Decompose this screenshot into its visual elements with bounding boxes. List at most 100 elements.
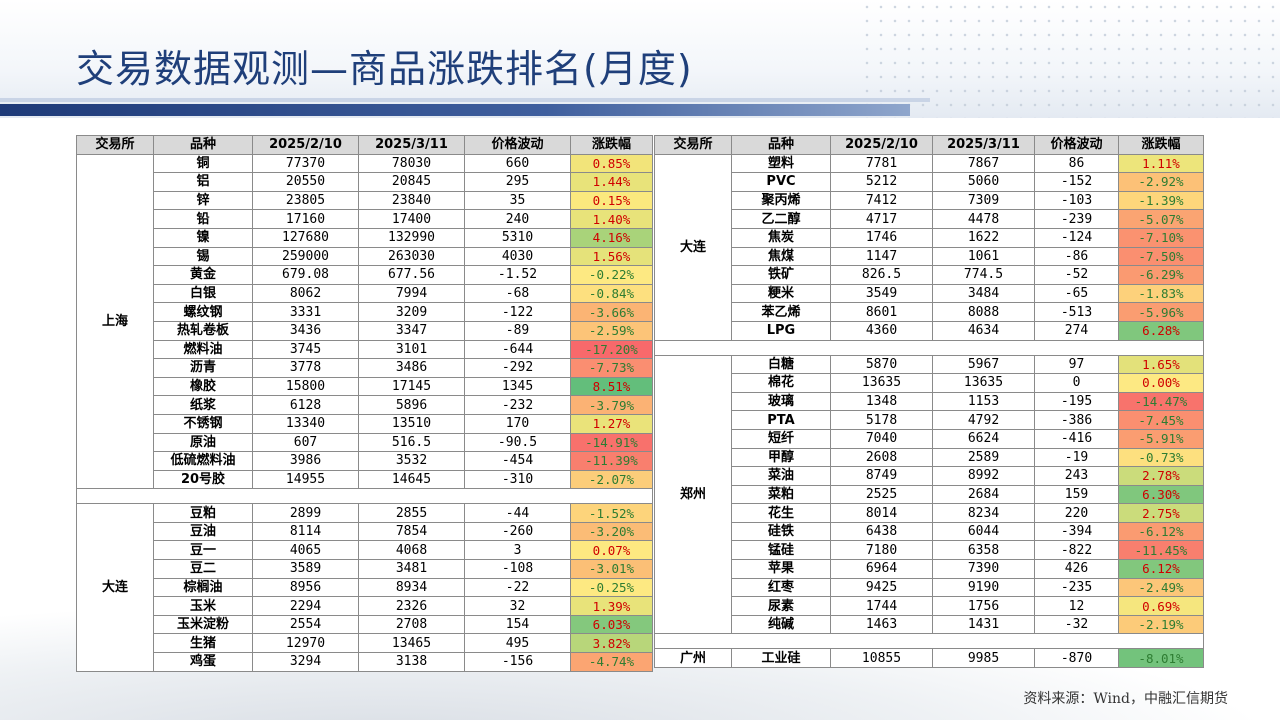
pct-change-cell: 4.16% <box>570 227 653 248</box>
table-row: 纯碱 1463 1431 -32 -2.19% <box>655 614 1204 635</box>
price-date2-cell: 1153 <box>932 391 1035 412</box>
price-date1-cell: 23805 <box>252 190 359 211</box>
exchange-cell: 上海 <box>76 153 154 490</box>
table-row: 上海铜 77370 78030 660 0.85% <box>76 153 653 490</box>
price-change-cell: -124 <box>1034 227 1119 248</box>
pct-change-cell: -6.29% <box>1118 265 1204 285</box>
pct-change-cell: 2.75% <box>1118 503 1204 523</box>
pct-change-cell: -7.10% <box>1118 227 1204 248</box>
variety-cell: 红枣 <box>731 577 831 598</box>
header-exchange: 交易所 <box>76 135 154 155</box>
price-change-cell: -235 <box>1034 577 1119 598</box>
price-date1-cell: 13340 <box>252 413 359 434</box>
price-change-cell: 170 <box>464 413 571 434</box>
price-change-cell: -260 <box>464 521 571 542</box>
price-date2-cell: 13465 <box>358 633 465 654</box>
table-row: PVC 5212 5060 -152 -2.92% <box>655 172 1204 192</box>
price-date2-cell: 1756 <box>932 596 1035 616</box>
table-row: 郑州 白糖 5870 5967 97 1.65% <box>654 354 1204 635</box>
header-pct-change: 涨跌幅 <box>1118 135 1204 155</box>
price-date2-cell: 3486 <box>358 358 465 378</box>
price-date2-cell: 774.5 <box>932 265 1035 285</box>
price-change-cell: 426 <box>1034 559 1119 579</box>
price-date2-cell: 516.5 <box>358 432 465 453</box>
price-date2-cell: 5060 <box>932 172 1035 192</box>
price-date2-cell: 8088 <box>932 302 1035 322</box>
price-date2-cell: 4068 <box>358 540 465 561</box>
pct-change-cell: -5.96% <box>1118 302 1204 322</box>
table-row: 苯乙烯 8601 8088 -513 -5.96% <box>655 302 1204 322</box>
variety-cell: 乙二醇 <box>731 209 831 229</box>
variety-cell: 焦煤 <box>731 246 831 267</box>
table-row: 生猪 12970 13465 495 3.82% <box>77 633 653 654</box>
price-date1-cell: 2608 <box>830 447 933 468</box>
variety-cell: PVC <box>731 172 831 192</box>
price-change-cell: -103 <box>1034 190 1119 211</box>
price-date2-cell: 6044 <box>932 521 1035 542</box>
price-date1-cell: 607 <box>252 432 359 453</box>
table-row: 玻璃 1348 1153 -195 -14.47% <box>655 391 1204 412</box>
pct-change-cell: 3.82% <box>570 633 653 654</box>
header-date-1: 2025/2/10 <box>830 135 933 155</box>
price-change-cell: -44 <box>464 503 571 523</box>
price-date2-cell: 7390 <box>932 559 1035 579</box>
pct-change-cell: -5.91% <box>1118 428 1204 449</box>
variety-cell: 聚丙烯 <box>731 190 831 211</box>
price-change-cell: -89 <box>464 320 571 341</box>
price-date1-cell: 2554 <box>252 614 359 635</box>
price-date1-cell: 1744 <box>830 596 933 616</box>
table-row: 锡 259000 263030 4030 1.56% <box>77 246 653 267</box>
pct-change-cell: 0.69% <box>1118 596 1204 616</box>
price-date2-cell: 8992 <box>932 466 1035 486</box>
variety-cell: 玉米淀粉 <box>153 614 253 635</box>
price-change-cell: -310 <box>464 469 571 490</box>
price-date1-cell: 127680 <box>252 227 359 248</box>
table-row: 焦炭 1746 1622 -124 -7.10% <box>655 227 1204 248</box>
table-row: 焦煤 1147 1061 -86 -7.50% <box>655 246 1204 267</box>
price-date1-cell: 4717 <box>830 209 933 229</box>
variety-cell: 铁矿 <box>731 265 831 285</box>
pct-change-cell: -14.91% <box>570 432 653 453</box>
table-row: 白银 8062 7994 -68 -0.84% <box>77 283 653 304</box>
pct-change-cell: -1.39% <box>1118 190 1204 211</box>
variety-cell: 短纤 <box>731 428 831 449</box>
pct-change-cell: 0.85% <box>570 153 653 174</box>
price-change-cell: 12 <box>1034 596 1119 616</box>
table-row: 乙二醇 4717 4478 -239 -5.07% <box>655 209 1204 229</box>
price-change-cell: -90.5 <box>464 432 571 453</box>
price-change-cell: -232 <box>464 395 571 415</box>
variety-cell: 黄金 <box>153 265 253 285</box>
pct-change-cell: -3.79% <box>570 395 653 415</box>
price-date1-cell: 2525 <box>830 484 933 505</box>
price-date1-cell: 3331 <box>252 302 359 322</box>
table-row: 尿素 1744 1756 12 0.69% <box>655 596 1204 616</box>
pct-change-cell: -6.12% <box>1118 521 1204 542</box>
variety-cell: 塑料 <box>731 153 831 174</box>
price-change-cell: -292 <box>464 358 571 378</box>
table-row: 20号胶 14955 14645 -310 -2.07% <box>77 469 653 490</box>
variety-cell: 棕榈油 <box>153 577 253 598</box>
table-row: 苹果 6964 7390 426 6.12% <box>655 559 1204 579</box>
price-date2-cell: 6358 <box>932 540 1035 561</box>
price-date1-cell: 7412 <box>830 190 933 211</box>
header-variety: 品种 <box>731 135 831 155</box>
table-row: 不锈钢 13340 13510 170 1.27% <box>77 413 653 434</box>
variety-cell: 纸浆 <box>153 395 253 415</box>
header-background <box>0 0 1280 118</box>
table-row: 玉米 2294 2326 32 1.39% <box>77 596 653 616</box>
variety-cell: 原油 <box>153 432 253 453</box>
header-accent-line <box>0 98 930 102</box>
pct-change-cell: -1.52% <box>570 503 653 523</box>
price-date1-cell: 77370 <box>252 153 359 174</box>
price-date2-cell: 5967 <box>932 354 1035 375</box>
pct-change-cell: -3.66% <box>570 302 653 322</box>
variety-cell: 纯碱 <box>731 614 831 635</box>
table-row: 粳米 3549 3484 -65 -1.83% <box>655 283 1204 304</box>
price-date1-cell: 2294 <box>252 596 359 616</box>
variety-cell: 苹果 <box>731 559 831 579</box>
price-change-cell: 295 <box>464 172 571 192</box>
variety-cell: 焦炭 <box>731 227 831 248</box>
table-row: 橡胶 15800 17145 1345 8.51% <box>77 376 653 397</box>
price-date1-cell: 7781 <box>830 153 933 174</box>
price-change-cell: -416 <box>1034 428 1119 449</box>
